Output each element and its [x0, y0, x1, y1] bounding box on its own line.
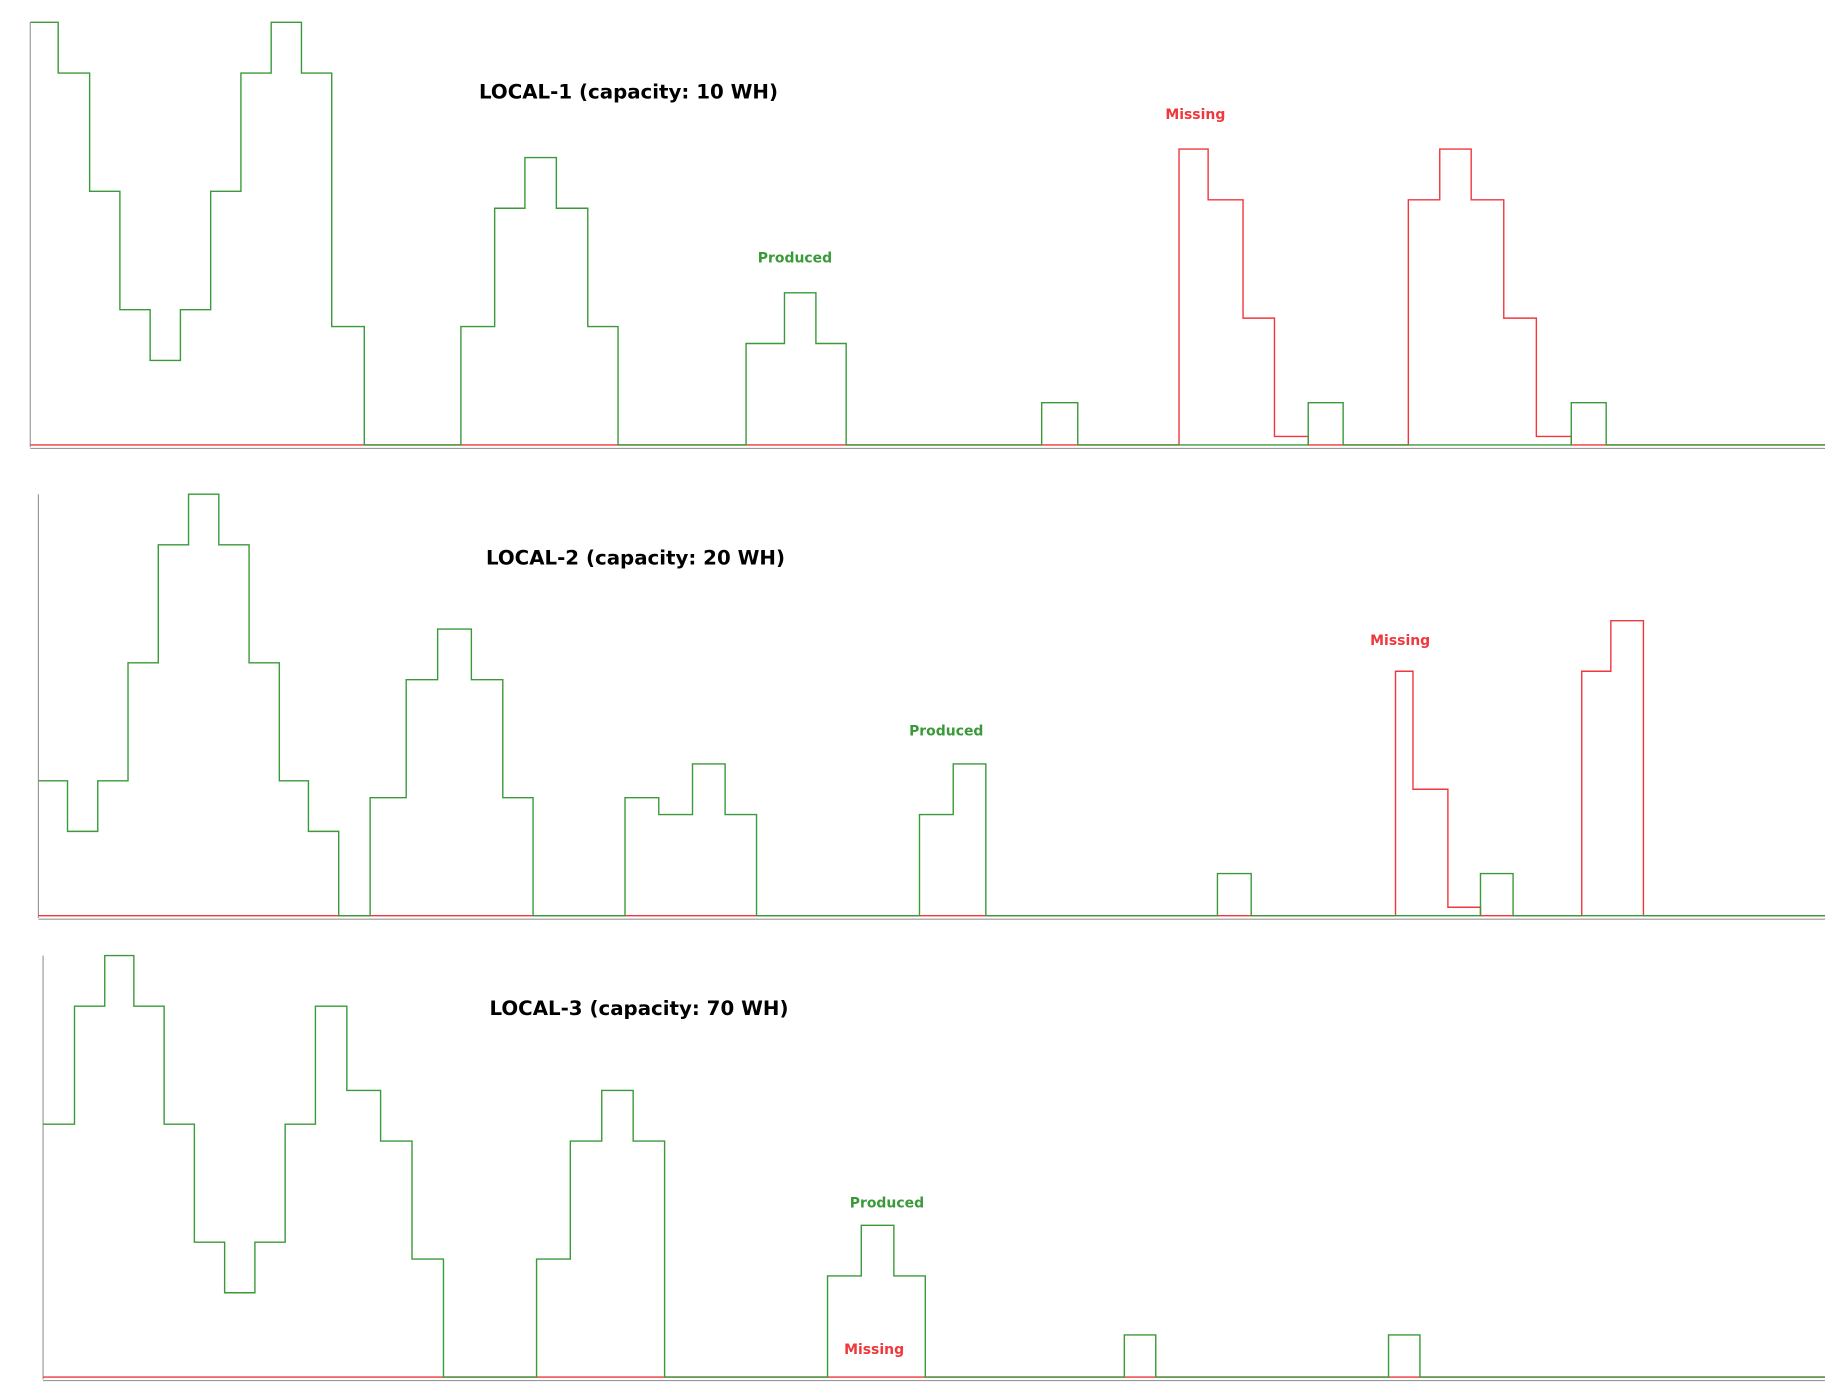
chart-title: LOCAL-1 (capacity: 10 WH): [479, 80, 778, 103]
series-label: Missing: [844, 1342, 904, 1358]
series-label: Missing: [1370, 633, 1430, 649]
chart-title: LOCAL-2 (capacity: 20 WH): [486, 546, 785, 569]
series-label: Produced: [850, 1195, 924, 1211]
step-line: [38, 619, 1825, 917]
series-label: Produced: [909, 723, 983, 739]
step-line: [38, 493, 1825, 917]
chart-title: LOCAL-3 (capacity: 70 WH): [489, 997, 788, 1020]
step-line: [30, 148, 1825, 446]
series-label: Missing: [1165, 107, 1225, 123]
series-label: Produced: [758, 250, 832, 266]
step-line: [30, 21, 1825, 446]
step-line: [43, 954, 1825, 1378]
